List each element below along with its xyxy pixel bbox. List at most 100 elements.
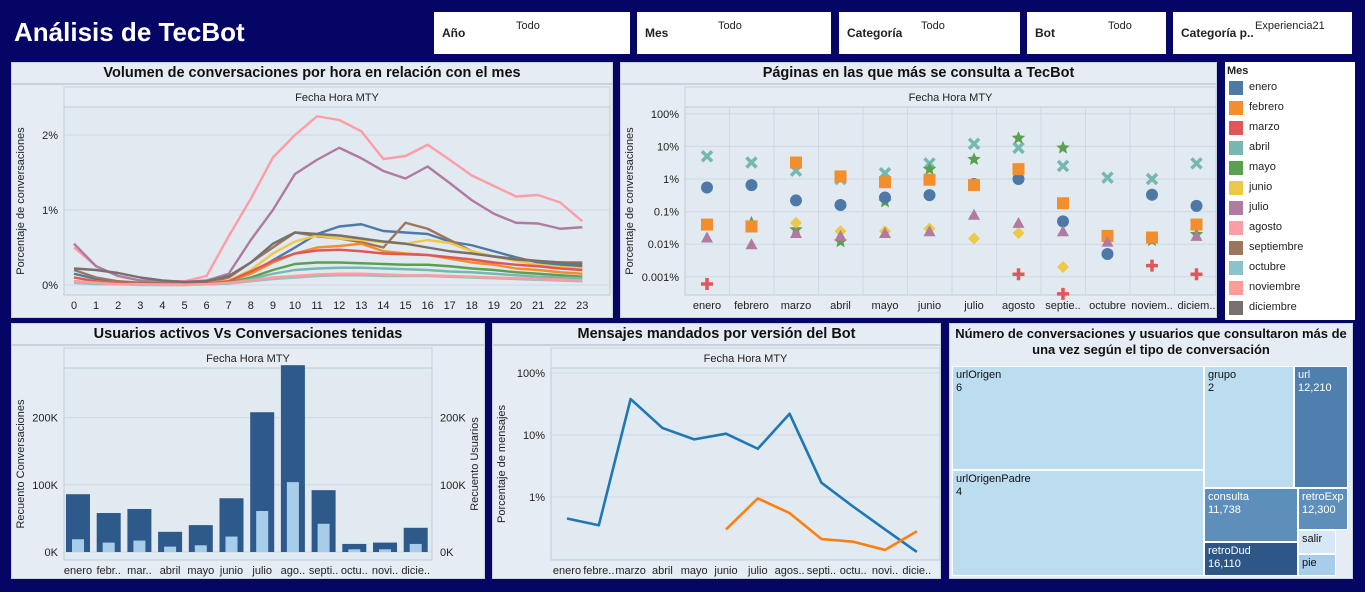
legend-item-mayo[interactable]: mayo — [1227, 160, 1353, 176]
filter-bot[interactable]: Bot Todo — [1027, 12, 1166, 54]
x-tick-label: junio — [219, 565, 243, 577]
treemap-cell-value: 2 — [1208, 382, 1215, 394]
x-tick-label: marzo — [615, 565, 646, 577]
legend-item-noviembre[interactable]: noviembre — [1227, 280, 1353, 296]
treemap-cell-salir[interactable]: salir — [1298, 530, 1336, 554]
y-tick-label: 0K — [45, 547, 59, 559]
treemap-cell-label: pie — [1302, 557, 1317, 569]
x-tick-label: 2 — [115, 300, 121, 312]
treemap-title: Número de conversaciones y usuarios que … — [955, 326, 1347, 357]
treemap-cell-label: consulta — [1208, 491, 1249, 503]
version-line-1 — [725, 497, 918, 552]
x-tick-label: 12 — [333, 300, 345, 312]
legend-swatch — [1229, 201, 1243, 215]
x-tick-label: 20 — [510, 300, 522, 312]
x-tick-label: abril — [160, 565, 181, 577]
x-tick-label: enero — [553, 565, 581, 577]
x-tick-label: mar.. — [127, 565, 151, 577]
treemap-cell-pie[interactable]: pie — [1298, 554, 1336, 576]
point-plus — [1190, 268, 1203, 281]
filter-year[interactable]: Año Todo — [434, 12, 630, 54]
point-circle — [745, 179, 758, 192]
treemap-cell-urlOrigen[interactable]: urlOrigen 6 — [952, 366, 1204, 470]
treemap-cell-label: urlOrigenPadre — [956, 473, 1031, 485]
treemap-cell-label: retroExp — [1302, 491, 1344, 503]
x-tick-label: septi.. — [309, 565, 338, 577]
legend-item-julio[interactable]: julio — [1227, 200, 1353, 216]
legend-label: enero — [1249, 81, 1278, 93]
treemap-cell-value: 12,210 — [1298, 382, 1332, 394]
x-tick-label: 7 — [226, 300, 232, 312]
x-tick-label: agos.. — [775, 565, 805, 577]
treemap-cell-urlOrigenPadre[interactable]: urlOrigenPadre 4 — [952, 470, 1204, 576]
y-tick-label: 100% — [651, 109, 679, 121]
legend-label: diciembre — [1249, 301, 1297, 313]
bar-users — [194, 545, 207, 552]
legend-item-agosto[interactable]: agosto — [1227, 220, 1353, 236]
legend-item-marzo[interactable]: marzo — [1227, 120, 1353, 136]
chart-pages-svg: Fecha Hora MTY 100% 10% 1% 0.1% 0.01% 0.001% Po… — [624, 86, 1216, 312]
legend-item-enero[interactable]: enero — [1227, 80, 1353, 96]
y-axis-label: Porcentaje de mensajes — [496, 404, 508, 523]
point-x — [1056, 159, 1070, 173]
series-line-julio — [73, 146, 583, 284]
treemap-cell-retroExp[interactable]: retroExp 12,300 — [1298, 488, 1348, 530]
y-tick-label: 0% — [42, 280, 58, 292]
filter-year-value[interactable]: Todo — [516, 20, 540, 32]
chart-messages-svg: Fecha Hora MTY 100% 10% 1% Porcentaje de men… — [496, 347, 940, 577]
treemap-cell-value: 6 — [956, 382, 963, 394]
treemap-cell-retroDud[interactable]: retroDud 16,110 — [1204, 542, 1298, 576]
y-axis-label: Porcentaje de conversaciones — [624, 127, 636, 275]
x-tick-label: ago.. — [281, 565, 305, 577]
legend-swatch — [1229, 161, 1243, 175]
x-tick-label: 3 — [137, 300, 143, 312]
header-label: Fecha Hora MTY — [295, 92, 379, 104]
treemap-cell-value: 11,738 — [1208, 504, 1241, 516]
filter-month[interactable]: Mes Todo — [637, 12, 831, 54]
x-tick-label: octubre — [1089, 300, 1126, 312]
x-tick-label: abril — [652, 565, 673, 577]
filter-bot-value[interactable]: Todo — [1108, 20, 1132, 32]
x-tick-label: novi.. — [872, 565, 898, 577]
legend-item-septiembre[interactable]: septiembre — [1227, 240, 1353, 256]
filter-month-value[interactable]: Todo — [718, 20, 742, 32]
filter-category[interactable]: Categoría Todo — [839, 12, 1020, 54]
x-tick-label: 19 — [488, 300, 500, 312]
treemap-cell-grupo[interactable]: grupo 2 — [1204, 366, 1294, 488]
point-plus — [1146, 259, 1158, 272]
bar-users — [379, 549, 391, 552]
legend-item-diciembre[interactable]: diciembre — [1227, 300, 1353, 316]
treemap-cell-consulta[interactable]: consulta 11,738 — [1204, 488, 1298, 542]
bar-users — [409, 543, 422, 552]
legend-label: febrero — [1249, 101, 1284, 113]
point-square — [701, 218, 713, 231]
legend-item-junio[interactable]: junio — [1227, 180, 1353, 196]
legend-swatch — [1229, 101, 1243, 115]
point-plus — [1012, 268, 1025, 281]
point-square — [879, 176, 891, 189]
x-tick-label: enero — [693, 300, 721, 312]
legend-swatch — [1229, 261, 1243, 275]
x-tick-label: mayo — [681, 565, 708, 577]
x-tick-label: 8 — [248, 300, 254, 312]
legend-item-abril[interactable]: abril — [1227, 140, 1353, 156]
point-circle — [1101, 248, 1114, 261]
treemap-cell-url[interactable]: url 12,210 — [1294, 366, 1348, 488]
filter-year-label: Año — [442, 26, 466, 40]
legend-item-octubre[interactable]: octubre — [1227, 260, 1353, 276]
point-circle — [923, 189, 936, 202]
filter-category-p-value[interactable]: Experiencia21 — [1255, 20, 1325, 32]
plot-area — [684, 106, 1216, 296]
point-triangle — [923, 225, 936, 237]
legend-item-febrero[interactable]: febrero — [1227, 100, 1353, 116]
filter-category-p[interactable]: Categoría p.. Experiencia21 — [1173, 12, 1352, 54]
y-tick-label: 0.01% — [648, 239, 679, 251]
point-square — [923, 173, 936, 186]
chart-pages: Páginas en las que más se consulta a Tec… — [620, 62, 1217, 318]
point-square — [968, 179, 980, 192]
x-tick-label: 23 — [576, 300, 588, 312]
point-square — [1057, 197, 1069, 210]
point-circle — [701, 181, 713, 194]
filter-category-value[interactable]: Todo — [921, 20, 945, 32]
